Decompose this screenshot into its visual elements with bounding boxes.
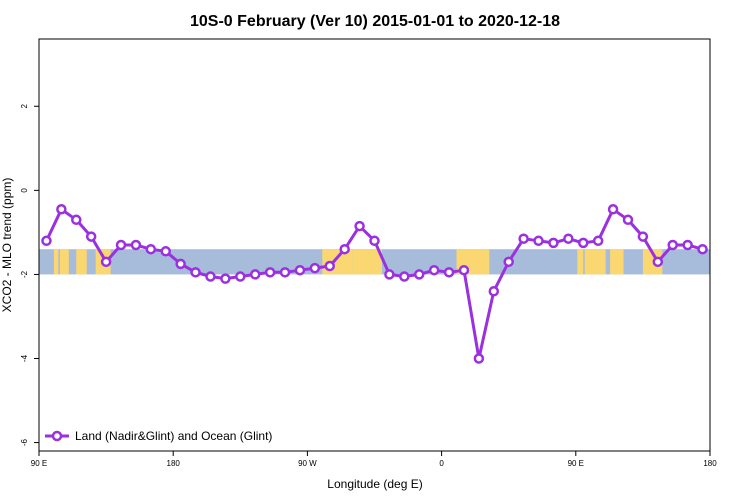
data-point <box>71 214 82 226</box>
x-axis-label: Longitude (deg E) <box>327 477 422 491</box>
x-tick-label: 90 E <box>568 459 584 468</box>
data-point <box>145 243 157 255</box>
data-point <box>399 271 410 282</box>
y-tick-label: 0 <box>20 188 29 193</box>
y-axis-label: XCO2 - MLO trend (ppm) <box>0 178 14 313</box>
y-tick-label: -6 <box>20 438 29 446</box>
series-line <box>45 207 703 360</box>
data-point <box>443 267 455 278</box>
data-point <box>41 235 52 247</box>
data-point <box>220 273 231 284</box>
plot-frame <box>38 38 711 452</box>
data-point <box>339 243 350 255</box>
data-point <box>100 256 112 268</box>
data-point <box>413 269 425 280</box>
legend-marker <box>51 430 63 442</box>
land-segment <box>584 249 606 275</box>
data-point <box>264 267 276 278</box>
data-point <box>563 233 574 244</box>
data-point <box>235 271 246 282</box>
x-tick-label: 180 <box>703 459 717 468</box>
y-tick-label: -4 <box>20 354 29 362</box>
data-point <box>190 267 201 278</box>
x-tick-label: 180 <box>167 459 181 468</box>
land-segment <box>59 249 69 275</box>
legend-entry: Land (Nadir&Glint) and Ocean (Glint) <box>75 429 272 443</box>
land-segment <box>577 249 584 275</box>
data-point <box>682 239 693 251</box>
data-point <box>309 262 321 274</box>
data-point <box>533 235 544 247</box>
data-point <box>160 246 171 257</box>
data-point <box>548 237 559 249</box>
x-axis: 90 E 180 90 W 0 90 E 180 <box>31 451 717 468</box>
data-point <box>56 204 67 215</box>
data-point <box>578 237 589 249</box>
y-tick-label: 2 <box>20 103 29 108</box>
data-point <box>607 204 619 215</box>
land-segment <box>76 249 87 275</box>
legend: Land (Nadir&Glint) and Ocean (Glint) <box>45 429 272 443</box>
data-point <box>354 220 365 232</box>
data-point <box>369 235 380 247</box>
data-point <box>249 269 261 280</box>
data-point <box>175 258 186 270</box>
y-tick-label: -2 <box>20 270 29 278</box>
data-point <box>324 260 336 272</box>
data-point <box>458 264 470 276</box>
series-layer <box>41 204 708 364</box>
x-tick-label: 90 W <box>298 459 317 468</box>
data-point <box>637 231 649 242</box>
data-point <box>85 231 97 242</box>
data-point <box>488 285 500 297</box>
land-segment <box>53 249 59 275</box>
data-point <box>294 264 306 276</box>
data-point <box>115 239 127 251</box>
background-band <box>39 249 710 275</box>
data-point <box>697 243 708 255</box>
data-point <box>205 271 216 282</box>
land-segment <box>610 249 624 275</box>
x-tick-label: 0 <box>439 459 444 468</box>
data-point <box>384 269 395 280</box>
data-point <box>652 256 664 268</box>
data-point <box>622 214 634 226</box>
data-point <box>130 239 142 251</box>
data-point <box>592 235 604 247</box>
data-point <box>503 256 514 268</box>
x-tick-label: 90 E <box>31 459 47 468</box>
data-point <box>428 264 440 276</box>
chart-title: 10S-0 February (Ver 10) 2015-01-01 to 20… <box>190 13 560 30</box>
y-axis: 2 0 -2 -4 -6 <box>20 103 39 446</box>
data-point <box>473 353 485 364</box>
data-point <box>518 233 529 244</box>
data-point <box>667 239 678 251</box>
land-segment <box>352 249 382 275</box>
data-point <box>279 267 291 278</box>
